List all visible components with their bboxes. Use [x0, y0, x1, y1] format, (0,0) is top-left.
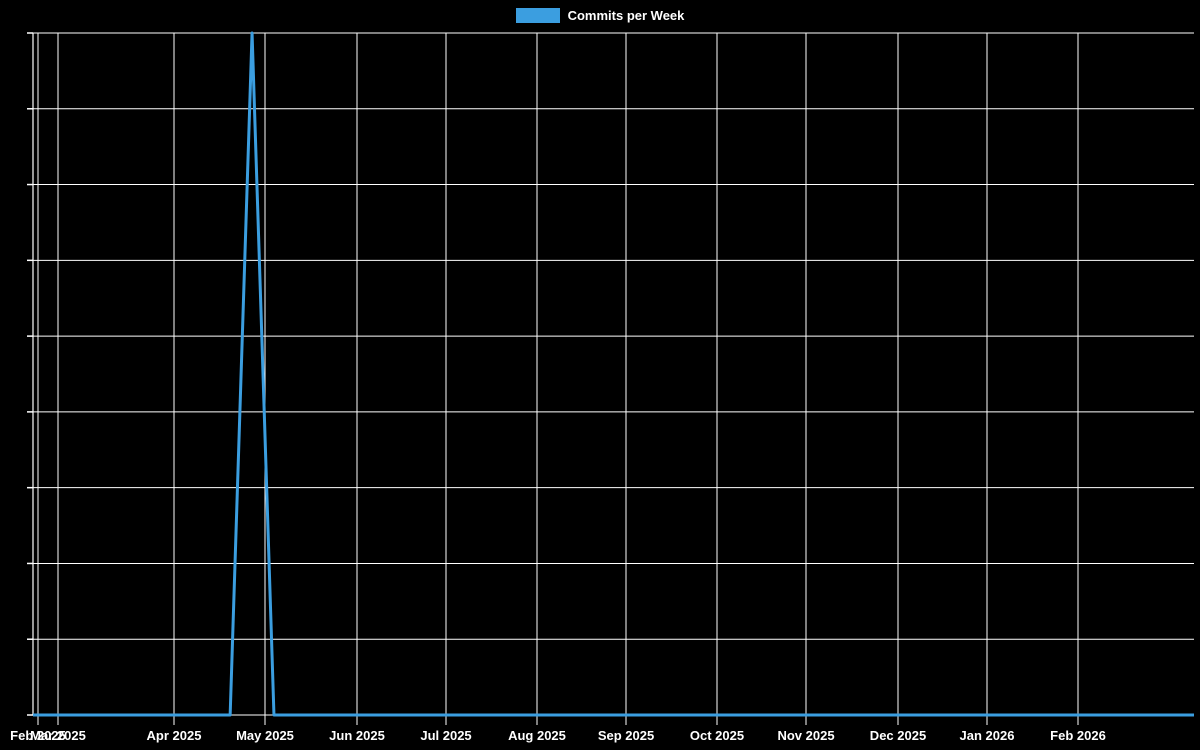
legend-label-commits: Commits per Week: [567, 7, 685, 23]
x-tick-label: Mar 2025: [30, 728, 86, 743]
x-tick-label: Sep 2025: [597, 728, 655, 743]
x-tick-label: Jun 2025: [329, 728, 385, 743]
x-tick-label: Jul 2025: [420, 728, 472, 743]
x-tick-label: Jan 2026: [959, 728, 1015, 743]
x-tick-label: Oct 2025: [689, 728, 745, 743]
axis-ticks: [27, 32, 33, 716]
x-tick-label: Feb 2025: [10, 728, 66, 743]
x-tick-label: Nov 2025: [777, 728, 835, 743]
x-tick-label: Aug 2025: [508, 728, 566, 743]
x-tick-label: Apr 2025: [146, 728, 202, 743]
chart-legend: Commits per Week: [0, 4, 1200, 26]
x-axis-labels: Feb 2025 Mar 2025 Apr 2025 May 2025 Jun 2025…: [0, 728, 1200, 750]
x-tick-label: May 2025: [236, 728, 294, 743]
series-line-commits: [33, 31, 1194, 717]
x-tick-label: Dec 2025: [869, 728, 927, 743]
vertical-gridlines: [37, 33, 1079, 725]
x-tick-label: Feb 2026: [1050, 728, 1106, 743]
legend-swatch-commits: [515, 7, 560, 23]
horizontal-gridlines: [33, 32, 1194, 716]
y-axis-labels: 0123456789: [0, 0, 28, 750]
